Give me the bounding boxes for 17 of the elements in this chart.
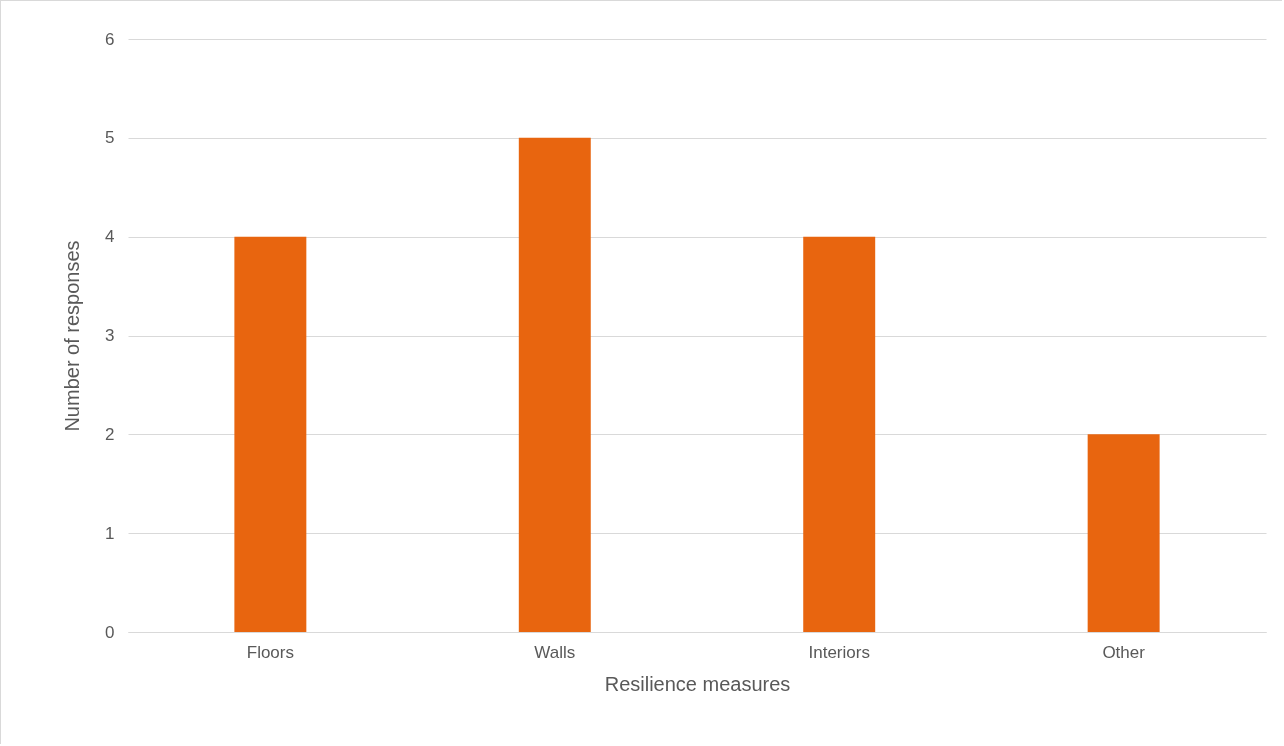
x-tick-label: Walls [534, 642, 576, 662]
y-tick-label: 3 [105, 326, 115, 345]
x-axis-title: Resilience measures [604, 672, 791, 695]
x-tick-label: Floors [246, 642, 294, 662]
y-tick-label: 0 [105, 622, 115, 642]
bar [1087, 434, 1160, 632]
x-tick-label: Interiors [808, 642, 870, 662]
bar [518, 137, 591, 632]
y-tick-label: 6 [105, 29, 115, 49]
y-tick-label: 1 [105, 523, 115, 543]
y-tick-label: 2 [105, 424, 115, 444]
x-tick-label: Other [1102, 642, 1146, 662]
y-tick-label: 4 [105, 227, 115, 247]
y-tick-label: 5 [105, 128, 115, 148]
bar [234, 236, 307, 632]
y-axis-title: Number of responses [61, 240, 84, 432]
bar [803, 236, 876, 632]
